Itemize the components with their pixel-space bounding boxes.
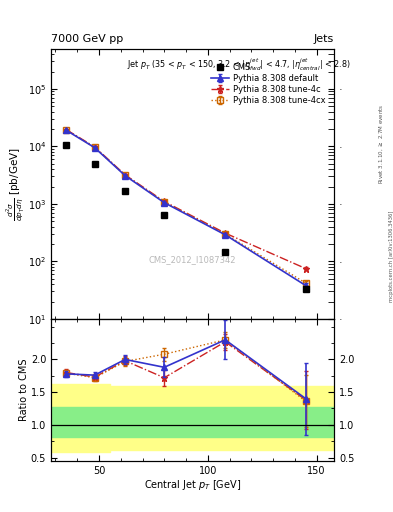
Line: CMS: CMS — [63, 142, 309, 292]
Y-axis label: Ratio to CMS: Ratio to CMS — [20, 358, 29, 421]
X-axis label: Central Jet $p_T$ [GeV]: Central Jet $p_T$ [GeV] — [144, 478, 241, 493]
Text: 7000 GeV pp: 7000 GeV pp — [51, 33, 123, 44]
CMS — [303, 286, 308, 292]
Legend: CMS, Pythia 8.308 default, Pythia 8.308 tune-4c, Pythia 8.308 tune-4cx: CMS, Pythia 8.308 default, Pythia 8.308 … — [209, 61, 327, 106]
CMS — [223, 249, 228, 255]
CMS — [162, 211, 167, 218]
Text: CMS_2012_I1087342: CMS_2012_I1087342 — [149, 255, 236, 264]
Text: Jet $p_T$ (35 < $p_T$ < 150, 3.2 < $|\eta^{jet}_{fwd}|$ < 4.7, $|\eta^{jet}_{cen: Jet $p_T$ (35 < $p_T$ < 150, 3.2 < $|\et… — [127, 57, 351, 73]
Text: mcplots.cern.ch [arXiv:1306.3436]: mcplots.cern.ch [arXiv:1306.3436] — [389, 210, 393, 302]
Text: Jets: Jets — [314, 33, 334, 44]
Y-axis label: $\frac{d^2\sigma}{dp_T d\eta}$ [pb/GeV]: $\frac{d^2\sigma}{dp_T d\eta}$ [pb/GeV] — [6, 147, 26, 221]
CMS — [92, 161, 97, 167]
CMS — [64, 142, 69, 148]
CMS — [123, 187, 127, 194]
Text: Rivet 3.1.10, $\geq$ 2.7M events: Rivet 3.1.10, $\geq$ 2.7M events — [377, 103, 385, 184]
